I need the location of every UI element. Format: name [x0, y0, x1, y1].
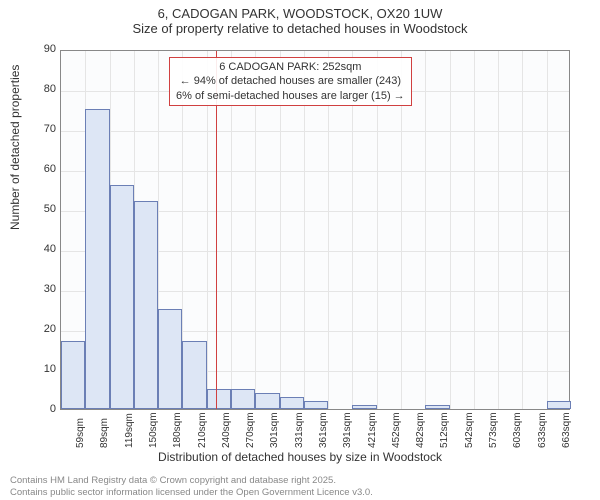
gridline-h	[61, 131, 569, 132]
x-tick-label: 573sqm	[488, 412, 499, 448]
y-tick-label: 90	[26, 43, 56, 55]
histogram-bar	[352, 405, 376, 409]
footer-line-1: Contains HM Land Registry data © Crown c…	[10, 475, 373, 486]
histogram-bar	[85, 109, 109, 409]
x-tick-label: 150sqm	[148, 412, 159, 448]
histogram-bar	[110, 185, 134, 409]
y-tick-label: 80	[26, 83, 56, 95]
x-tick-label: 512sqm	[439, 412, 450, 448]
gridline-v	[425, 51, 426, 409]
y-tick-label: 60	[26, 163, 56, 175]
title-line-2: Size of property relative to detached ho…	[0, 21, 600, 36]
x-tick-label: 331sqm	[294, 412, 305, 448]
y-tick-label: 50	[26, 203, 56, 215]
chart-container: 6, CADOGAN PARK, WOODSTOCK, OX20 1UW Siz…	[0, 0, 600, 500]
footer: Contains HM Land Registry data © Crown c…	[10, 475, 373, 498]
gridline-v	[474, 51, 475, 409]
histogram-bar	[255, 393, 279, 409]
x-tick-label: 59sqm	[75, 418, 86, 448]
histogram-bar	[425, 405, 449, 409]
x-tick-label: 391sqm	[342, 412, 353, 448]
annotation-line-2: ← 94% of detached houses are smaller (24…	[176, 74, 405, 88]
gridline-v	[547, 51, 548, 409]
x-tick-label: 119sqm	[124, 413, 135, 448]
x-tick-label: 633sqm	[537, 412, 548, 448]
x-tick-label: 452sqm	[391, 412, 402, 448]
gridline-v	[450, 51, 451, 409]
x-tick-label: 240sqm	[221, 412, 232, 448]
plot-area: 6 CADOGAN PARK: 252sqm← 94% of detached …	[60, 50, 570, 410]
x-tick-label: 482sqm	[415, 412, 426, 448]
histogram-bar	[231, 389, 255, 409]
histogram-bar	[280, 397, 304, 409]
x-tick-label: 301sqm	[269, 412, 280, 448]
x-tick-label: 180sqm	[172, 412, 183, 448]
histogram-bar	[61, 341, 85, 409]
histogram-bar	[158, 309, 182, 409]
x-tick-label: 663sqm	[561, 412, 572, 448]
annotation-line-3: 6% of semi-detached houses are larger (1…	[176, 89, 405, 103]
histogram-bar	[304, 401, 328, 409]
title-line-1: 6, CADOGAN PARK, WOODSTOCK, OX20 1UW	[0, 6, 600, 21]
x-tick-label: 542sqm	[464, 412, 475, 448]
histogram-bar	[547, 401, 571, 409]
x-tick-label: 210sqm	[197, 412, 208, 448]
footer-line-2: Contains public sector information licen…	[10, 487, 373, 498]
title-block: 6, CADOGAN PARK, WOODSTOCK, OX20 1UW Siz…	[0, 0, 600, 36]
histogram-bar	[134, 201, 158, 409]
x-tick-label: 603sqm	[512, 412, 523, 448]
y-axis-label: Number of detached properties	[8, 65, 22, 230]
gridline-v	[498, 51, 499, 409]
histogram-bar	[182, 341, 206, 409]
annotation-line-1: 6 CADOGAN PARK: 252sqm	[176, 60, 405, 74]
y-tick-label: 10	[26, 363, 56, 375]
y-tick-label: 20	[26, 323, 56, 335]
x-tick-label: 270sqm	[245, 412, 256, 448]
y-tick-label: 30	[26, 283, 56, 295]
x-tick-label: 89sqm	[99, 418, 110, 448]
x-axis-label: Distribution of detached houses by size …	[0, 450, 600, 464]
x-tick-label: 361sqm	[318, 412, 329, 448]
y-tick-label: 0	[26, 403, 56, 415]
x-tick-label: 421sqm	[367, 412, 378, 448]
annotation-box: 6 CADOGAN PARK: 252sqm← 94% of detached …	[169, 57, 412, 106]
gridline-v	[522, 51, 523, 409]
gridline-h	[61, 171, 569, 172]
y-tick-label: 70	[26, 123, 56, 135]
histogram-bar	[207, 389, 231, 409]
y-tick-label: 40	[26, 243, 56, 255]
